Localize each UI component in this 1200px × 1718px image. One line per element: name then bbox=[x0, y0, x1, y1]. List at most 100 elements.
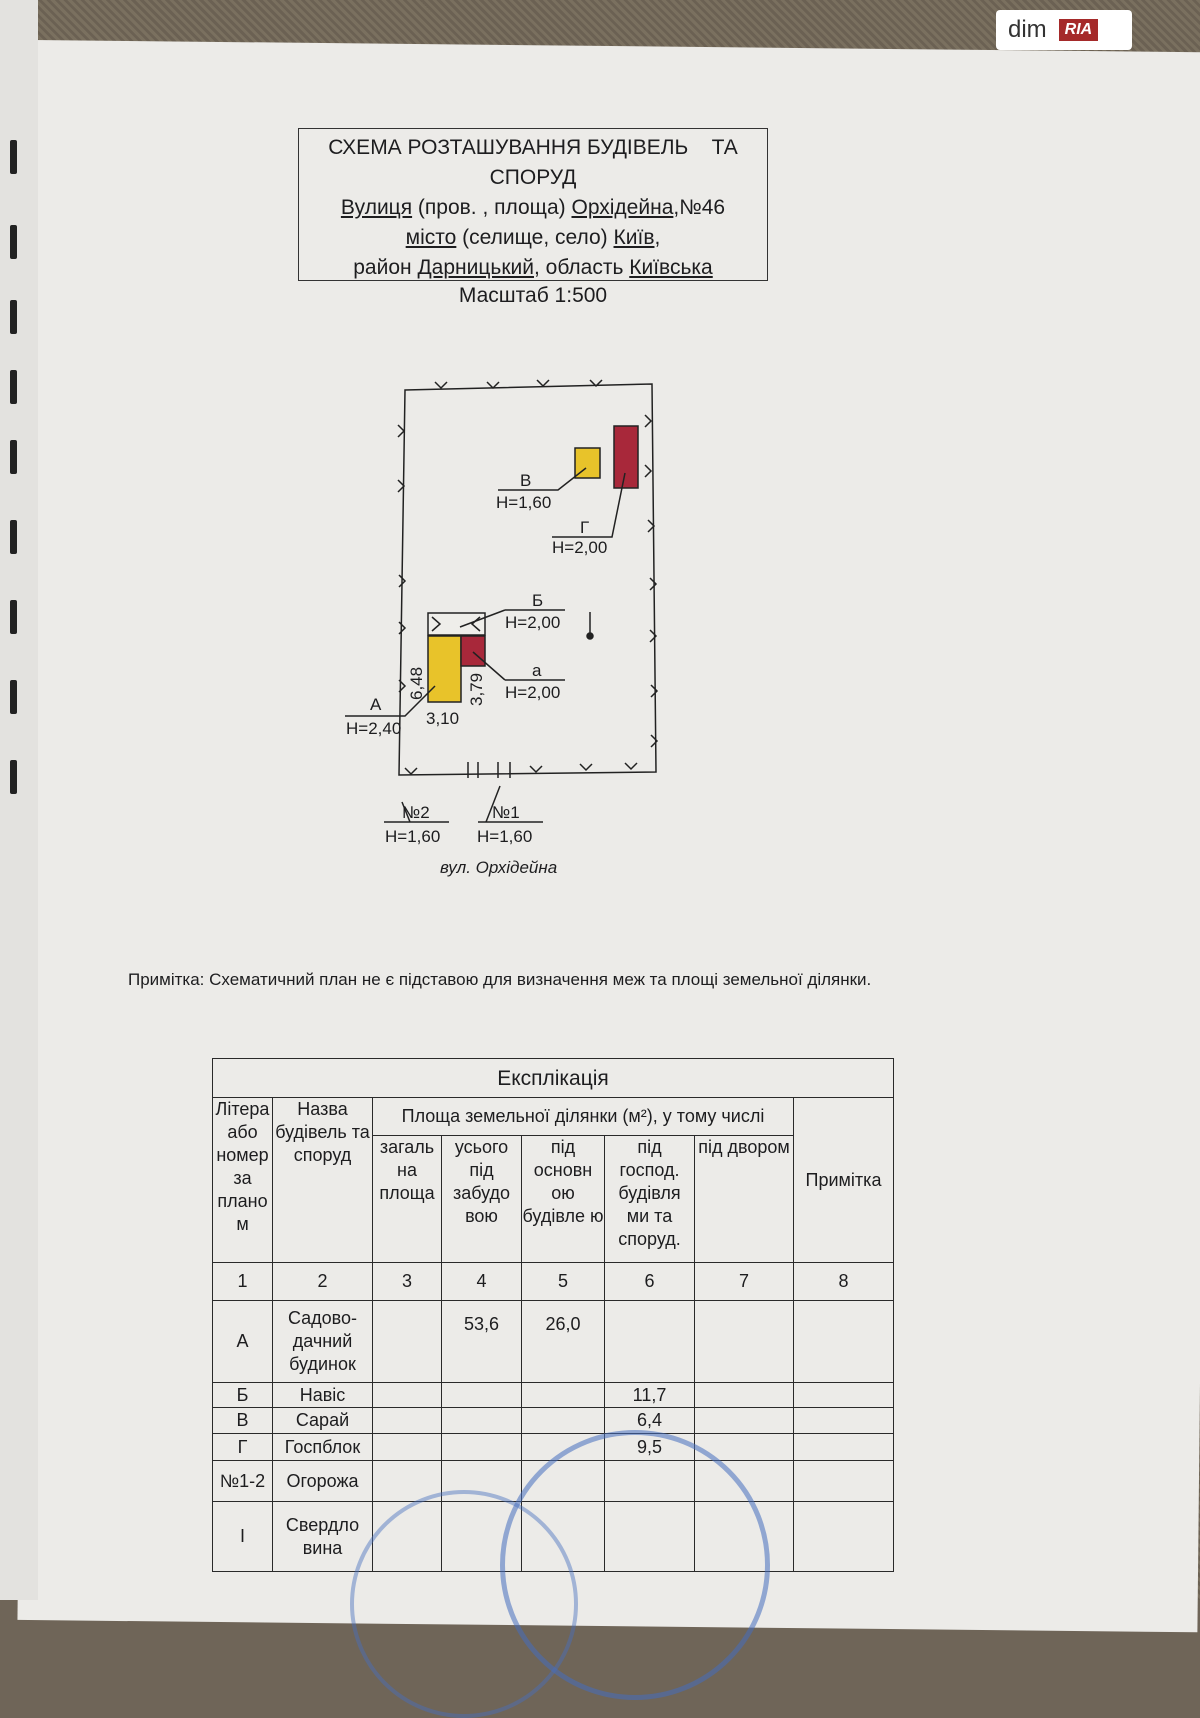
table-row: Б Навіс 11,7 bbox=[212, 1382, 894, 1408]
header-built: усього під забудо вою bbox=[441, 1135, 522, 1263]
cell bbox=[793, 1501, 894, 1572]
label-G: Г bbox=[580, 518, 589, 537]
site-plan: А Н=2,40 3,10 6,48 3,79 а Н=2,00 Б Н=2,0… bbox=[345, 379, 659, 846]
col-num: 4 bbox=[441, 1262, 522, 1301]
cell bbox=[441, 1433, 522, 1461]
dim-A-long: 6,48 bbox=[407, 667, 426, 700]
header-letter: Літера або номер за плано м bbox=[212, 1097, 273, 1263]
dim-A-short: 3,10 bbox=[426, 709, 459, 728]
label-V: В bbox=[520, 471, 531, 490]
cell: Б bbox=[212, 1382, 273, 1408]
header-note: Примітка bbox=[793, 1097, 894, 1263]
binder-ring bbox=[10, 760, 17, 794]
cell bbox=[694, 1407, 794, 1434]
label-B: Б bbox=[532, 591, 543, 610]
col-num: 3 bbox=[372, 1262, 442, 1301]
dim-a: 3,79 bbox=[467, 673, 486, 706]
plot-boundary bbox=[398, 383, 657, 776]
header-aux: під господ. будівля ми та споруд. bbox=[604, 1135, 695, 1263]
binder-edge bbox=[0, 0, 38, 1600]
cell: Г bbox=[212, 1433, 273, 1461]
building-a bbox=[460, 635, 486, 667]
header-name: Назва будівель та споруд bbox=[272, 1097, 373, 1263]
cell bbox=[793, 1433, 894, 1461]
cell bbox=[441, 1382, 522, 1408]
building-G bbox=[613, 425, 639, 489]
official-stamp bbox=[350, 1490, 578, 1718]
binder-ring bbox=[10, 225, 17, 259]
cell: Навіс bbox=[272, 1382, 373, 1408]
height-a: Н=2,00 bbox=[505, 683, 560, 702]
cell: Госпблок bbox=[272, 1433, 373, 1461]
cell: Садово-дачний будинок bbox=[272, 1300, 373, 1383]
cell: 53,6 bbox=[441, 1300, 522, 1383]
cell: 11,7 bbox=[604, 1382, 695, 1408]
binder-ring bbox=[10, 520, 17, 554]
header-total: загаль на площа bbox=[372, 1135, 442, 1263]
cell bbox=[694, 1300, 794, 1383]
cell: 26,0 bbox=[521, 1300, 605, 1383]
col-num: 5 bbox=[521, 1262, 605, 1301]
cell bbox=[372, 1382, 442, 1408]
cell bbox=[694, 1382, 794, 1408]
building-A bbox=[427, 635, 462, 703]
note: Примітка: Схематичний план не є підставо… bbox=[128, 970, 872, 989]
cell bbox=[521, 1382, 605, 1408]
watermark-ria: RIA bbox=[1058, 19, 1099, 41]
cell bbox=[521, 1407, 605, 1434]
col-num: 7 bbox=[694, 1262, 794, 1301]
height-G: Н=2,00 bbox=[552, 538, 607, 557]
col-num: 8 bbox=[793, 1262, 894, 1301]
watermark-dim: dim bbox=[1008, 16, 1047, 43]
binder-ring bbox=[10, 140, 17, 174]
binder-ring bbox=[10, 300, 17, 334]
title-box: СХЕМА РОЗТАШУВАННЯ БУДІВЕЛЬ ТА СПОРУД Ву… bbox=[298, 128, 768, 281]
dimria-watermark: dim RIA bbox=[996, 10, 1132, 50]
cell: Свердло вина bbox=[272, 1501, 373, 1572]
header-area-group: Площа земельної ділянки (м²), у тому чис… bbox=[372, 1097, 794, 1136]
binder-ring bbox=[10, 370, 17, 404]
cell bbox=[372, 1300, 442, 1383]
height-fence-2: Н=1,60 bbox=[385, 827, 440, 846]
cell: А bbox=[212, 1300, 273, 1383]
table-row: В Сарай 6,4 bbox=[212, 1407, 894, 1434]
address-city: місто (селище, село) Київ, bbox=[405, 226, 661, 249]
cell bbox=[441, 1407, 522, 1434]
label-a: а bbox=[532, 661, 542, 680]
cell bbox=[793, 1300, 894, 1383]
gate-marks bbox=[467, 762, 511, 778]
address-district: район Дарницький, область Київська bbox=[353, 256, 713, 279]
binder-ring bbox=[10, 440, 17, 474]
height-V: Н=1,60 bbox=[496, 493, 551, 512]
title-line-2: СПОРУД bbox=[489, 166, 577, 189]
cell: 6,4 bbox=[604, 1407, 695, 1434]
cell bbox=[372, 1407, 442, 1434]
table-row: А Садово-дачний будинок 53,6 26,0 bbox=[212, 1300, 894, 1383]
cell: І bbox=[212, 1501, 273, 1572]
building-B-canopy bbox=[427, 612, 486, 636]
cell: Огорожа bbox=[272, 1460, 373, 1502]
cell bbox=[793, 1460, 894, 1502]
label-fence-1: №1 bbox=[492, 803, 520, 822]
label-fence-2: №2 bbox=[402, 803, 430, 822]
cell: В bbox=[212, 1407, 273, 1434]
street-label: вул. Орхідейна bbox=[440, 858, 558, 877]
label-A: А bbox=[370, 695, 382, 714]
scale-label: Масштаб 1:500 bbox=[458, 284, 608, 307]
height-B: Н=2,00 bbox=[505, 613, 560, 632]
fence-marks bbox=[397, 379, 659, 776]
header-yard: під двором bbox=[694, 1135, 794, 1263]
cell: Сарай bbox=[272, 1407, 373, 1434]
cell: №1-2 bbox=[212, 1460, 273, 1502]
col-num: 1 bbox=[212, 1262, 273, 1301]
cell bbox=[372, 1433, 442, 1461]
title-line-1: СХЕМА РОЗТАШУВАННЯ БУДІВЕЛЬ ТА bbox=[328, 136, 738, 159]
header-main: під основн ою будівле ю bbox=[521, 1135, 605, 1263]
cell bbox=[793, 1382, 894, 1408]
height-A: Н=2,40 bbox=[346, 719, 401, 738]
cell bbox=[793, 1407, 894, 1434]
table-title: Експлікація bbox=[212, 1058, 894, 1098]
cell bbox=[604, 1300, 695, 1383]
address-street: Вулиця (пров. , площа) Орхідейна,№46 bbox=[340, 196, 726, 219]
